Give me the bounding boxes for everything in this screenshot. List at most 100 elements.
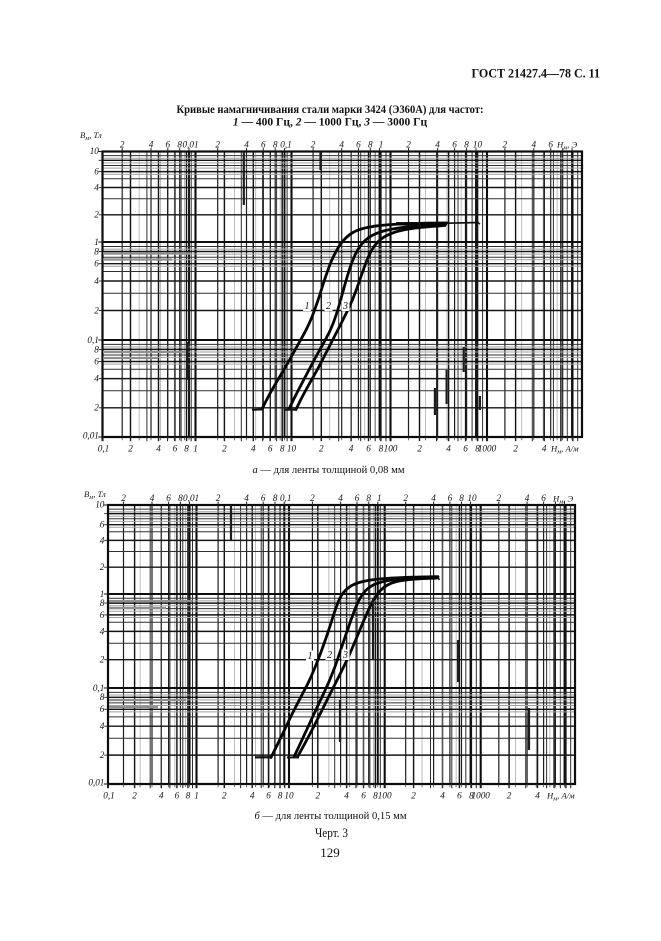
svg-text:10: 10 bbox=[284, 791, 294, 801]
svg-text:2: 2 bbox=[215, 140, 220, 150]
svg-text:0,1: 0,1 bbox=[280, 493, 291, 503]
svg-text:2: 2 bbox=[319, 444, 324, 454]
svg-text:4: 4 bbox=[100, 535, 105, 545]
svg-text:2: 2 bbox=[100, 562, 105, 572]
svg-text:10: 10 bbox=[287, 444, 297, 454]
svg-text:4: 4 bbox=[156, 444, 161, 454]
svg-text:6: 6 bbox=[100, 610, 105, 620]
svg-text:8: 8 bbox=[94, 344, 99, 354]
svg-text:4: 4 bbox=[446, 444, 451, 454]
svg-text:0,1: 0,1 bbox=[103, 791, 114, 801]
svg-text:6: 6 bbox=[355, 493, 360, 503]
svg-text:1: 1 bbox=[94, 237, 99, 247]
svg-text:129: 129 bbox=[320, 845, 340, 860]
svg-text:1: 1 bbox=[100, 589, 105, 599]
svg-text:0,01: 0,01 bbox=[183, 493, 199, 503]
svg-text:1: 1 bbox=[194, 791, 199, 801]
svg-text:ГОСТ 21427.4—78 С. 11: ГОСТ 21427.4—78 С. 11 bbox=[472, 66, 601, 81]
svg-text:4: 4 bbox=[431, 493, 436, 503]
svg-text:2: 2 bbox=[94, 305, 99, 315]
svg-text:2: 2 bbox=[100, 655, 105, 665]
svg-text:1000: 1000 bbox=[478, 444, 497, 454]
svg-text:4: 4 bbox=[542, 444, 547, 454]
svg-text:4: 4 bbox=[338, 493, 343, 503]
svg-text:а — для ленты толщиной 0,08 мм: а — для ленты толщиной 0,08 мм bbox=[252, 465, 404, 476]
svg-text:2: 2 bbox=[403, 493, 408, 503]
svg-text:2: 2 bbox=[513, 444, 518, 454]
svg-text:2: 2 bbox=[316, 791, 321, 801]
svg-text:100: 100 bbox=[384, 444, 398, 454]
svg-text:0,1: 0,1 bbox=[87, 335, 98, 345]
svg-text:8: 8 bbox=[100, 598, 105, 608]
svg-text:2: 2 bbox=[327, 650, 332, 661]
svg-text:2: 2 bbox=[507, 791, 512, 801]
svg-text:0,1: 0,1 bbox=[93, 683, 104, 693]
svg-text:Нм, А/м: Нм, А/м bbox=[550, 444, 579, 456]
svg-text:4: 4 bbox=[525, 493, 530, 503]
svg-text:6: 6 bbox=[356, 140, 361, 150]
svg-text:Нм, А/м: Нм, А/м bbox=[546, 791, 575, 803]
svg-text:4: 4 bbox=[149, 140, 154, 150]
svg-text:0,1: 0,1 bbox=[280, 140, 291, 150]
svg-text:8: 8 bbox=[186, 791, 191, 801]
svg-text:8: 8 bbox=[278, 791, 283, 801]
svg-text:8: 8 bbox=[184, 444, 189, 454]
svg-text:6: 6 bbox=[100, 704, 105, 714]
svg-text:4: 4 bbox=[100, 721, 105, 731]
svg-text:10: 10 bbox=[90, 146, 100, 156]
svg-text:6: 6 bbox=[175, 791, 180, 801]
svg-text:4: 4 bbox=[94, 276, 99, 286]
svg-text:100: 100 bbox=[378, 791, 392, 801]
svg-text:10: 10 bbox=[467, 493, 477, 503]
svg-text:2: 2 bbox=[216, 493, 221, 503]
svg-text:6: 6 bbox=[541, 493, 546, 503]
svg-text:8: 8 bbox=[459, 493, 464, 503]
svg-text:1: 1 bbox=[379, 140, 384, 150]
svg-text:4: 4 bbox=[244, 140, 249, 150]
svg-text:4: 4 bbox=[532, 140, 537, 150]
svg-text:2: 2 bbox=[100, 750, 105, 760]
svg-text:8: 8 bbox=[94, 246, 99, 256]
svg-text:0,1: 0,1 bbox=[98, 444, 109, 454]
svg-text:4: 4 bbox=[94, 374, 99, 384]
svg-text:1 — 400 Гц, 2 — 1000 Гц, 3 — 3: 1 — 400 Гц, 2 — 1000 Гц, 3 — 3000 Гц bbox=[233, 117, 428, 129]
svg-text:Вм, Тл: Вм, Тл bbox=[80, 130, 102, 142]
svg-text:6: 6 bbox=[261, 140, 266, 150]
svg-text:4: 4 bbox=[435, 140, 440, 150]
svg-text:4: 4 bbox=[344, 791, 349, 801]
svg-text:2: 2 bbox=[222, 444, 227, 454]
svg-text:10: 10 bbox=[95, 500, 105, 510]
svg-text:2: 2 bbox=[310, 493, 315, 503]
svg-text:6: 6 bbox=[452, 140, 457, 150]
svg-text:2: 2 bbox=[128, 444, 133, 454]
svg-text:4: 4 bbox=[349, 444, 354, 454]
svg-text:2: 2 bbox=[121, 493, 126, 503]
svg-text:8: 8 bbox=[464, 140, 469, 150]
svg-text:4: 4 bbox=[159, 791, 164, 801]
svg-text:1: 1 bbox=[308, 651, 313, 662]
svg-text:8: 8 bbox=[273, 493, 278, 503]
svg-text:4: 4 bbox=[339, 140, 344, 150]
svg-text:6: 6 bbox=[166, 140, 171, 150]
svg-text:6: 6 bbox=[100, 520, 105, 530]
svg-text:10: 10 bbox=[473, 140, 483, 150]
svg-text:8: 8 bbox=[280, 444, 285, 454]
svg-text:2: 2 bbox=[311, 140, 316, 150]
svg-text:8: 8 bbox=[366, 493, 371, 503]
svg-text:4: 4 bbox=[244, 493, 249, 503]
svg-text:6: 6 bbox=[448, 493, 453, 503]
svg-text:6: 6 bbox=[94, 259, 99, 269]
svg-text:4: 4 bbox=[440, 791, 445, 801]
svg-text:1: 1 bbox=[377, 493, 382, 503]
svg-text:6: 6 bbox=[366, 444, 371, 454]
svg-text:2: 2 bbox=[120, 140, 125, 150]
svg-text:2: 2 bbox=[94, 210, 99, 220]
svg-text:4: 4 bbox=[251, 444, 256, 454]
svg-text:2: 2 bbox=[417, 444, 422, 454]
svg-text:2: 2 bbox=[497, 493, 502, 503]
svg-text:2: 2 bbox=[326, 301, 331, 312]
svg-text:6: 6 bbox=[94, 356, 99, 366]
svg-text:Кривые намагничивания стали ма: Кривые намагничивания стали марки 3424 (… bbox=[177, 104, 484, 116]
svg-text:2: 2 bbox=[222, 791, 227, 801]
svg-text:1: 1 bbox=[193, 444, 198, 454]
